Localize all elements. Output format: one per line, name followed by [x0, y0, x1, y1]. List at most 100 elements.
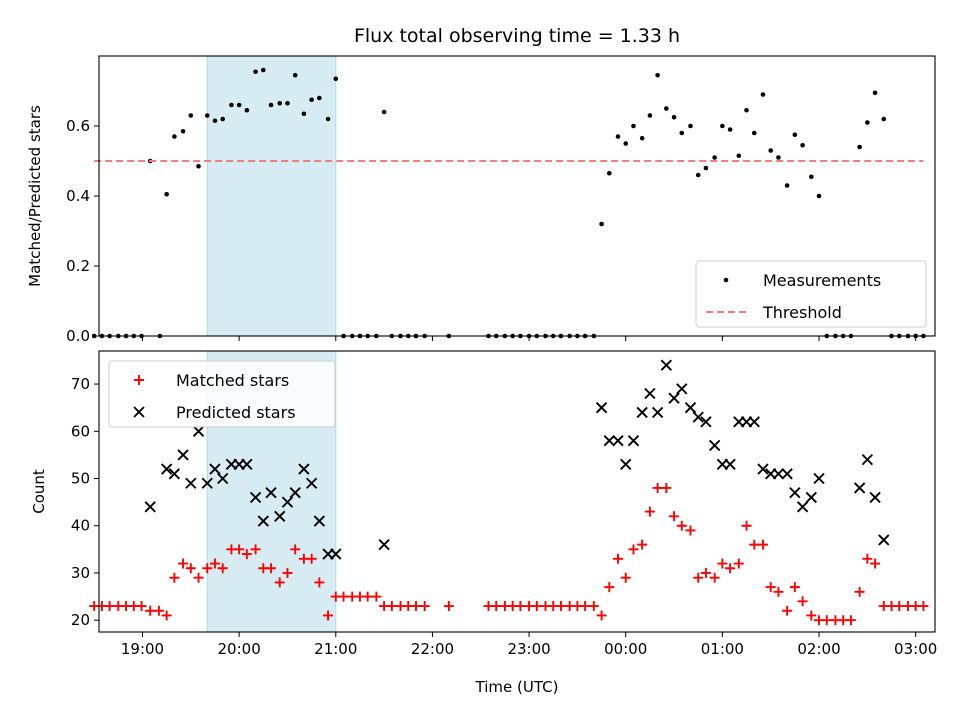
y-tick-label: 0.0: [66, 327, 90, 345]
data-point: [872, 90, 878, 96]
data-point: [676, 383, 688, 395]
data-point: [301, 111, 307, 117]
x-tick-label: 01:00: [701, 640, 744, 658]
data-point: [266, 563, 277, 574]
panel-counts: 19:00 20:00 21:00 22:00 23:00 00:00 01:00 02:00…: [30, 350, 937, 658]
data-point: [703, 165, 709, 171]
y-axis-label: Count: [30, 469, 48, 514]
data-point: [196, 163, 201, 169]
data-point: [692, 411, 704, 423]
data-point: [671, 114, 677, 120]
x-tick-label: 19:00: [121, 640, 164, 658]
data-point: [620, 458, 632, 471]
data-point: [381, 109, 387, 115]
series-bottom-1: [144, 359, 890, 560]
legend-marker: [134, 375, 144, 385]
data-point: [217, 472, 229, 485]
data-point: [277, 100, 283, 106]
series-top-0: [91, 67, 926, 339]
data-point: [797, 596, 808, 607]
data-point: [188, 113, 194, 118]
data-point: [180, 128, 186, 134]
data-point: [274, 510, 286, 522]
y-tick-label: 70: [71, 375, 90, 393]
data-point: [333, 76, 339, 82]
data-point: [192, 425, 205, 437]
data-point: [708, 439, 721, 452]
data-point: [918, 601, 929, 612]
x-tick-label: 02:00: [797, 640, 840, 658]
data-point: [725, 563, 736, 574]
data-point: [757, 539, 768, 550]
data-point: [236, 102, 242, 108]
legend-marker: [723, 277, 729, 283]
data-point: [644, 387, 656, 400]
data-point: [623, 141, 629, 146]
data-point: [531, 601, 542, 612]
data-point: [604, 582, 615, 593]
data-point: [637, 539, 648, 550]
data-point: [217, 563, 228, 574]
data-point: [776, 155, 781, 160]
data-point: [309, 97, 314, 103]
data-point: [853, 482, 866, 494]
data-point: [281, 496, 294, 508]
data-point: [813, 472, 825, 485]
data-point: [709, 572, 720, 583]
x-tick-label: 20:00: [218, 640, 261, 658]
y-tick-label: 40: [71, 517, 90, 535]
data-point: [854, 586, 865, 597]
data-point: [253, 69, 258, 75]
data-point: [652, 482, 663, 493]
data-point: [555, 601, 566, 612]
data-point: [894, 601, 905, 612]
data-point: [661, 482, 672, 493]
data-point: [636, 406, 648, 419]
data-point: [325, 116, 331, 122]
data-point: [595, 402, 608, 414]
series-bottom-0: [89, 482, 929, 626]
data-point: [588, 601, 599, 612]
data-point: [306, 553, 317, 564]
legend-top: Measurements Threshold: [695, 260, 927, 328]
data-point: [443, 601, 454, 612]
legend-label: Measurements: [763, 271, 881, 290]
data-point: [160, 463, 173, 475]
data-point: [305, 477, 318, 489]
data-point: [209, 463, 221, 475]
panel-ratio: 0.0 0.2 0.4 0.6 Matched/Predicted stars Measu…: [26, 55, 936, 345]
data-point: [733, 558, 744, 569]
data-point: [411, 601, 422, 612]
data-point: [869, 491, 881, 504]
y-tick-label: 0.6: [66, 117, 90, 135]
data-point: [789, 487, 801, 499]
data-point: [491, 601, 502, 612]
data-point: [749, 539, 760, 550]
data-point: [782, 605, 793, 616]
data-point: [655, 72, 660, 78]
data-point: [164, 191, 169, 197]
legend-label: Predicted stars: [176, 403, 296, 422]
x-tick-label: 03:00: [894, 640, 937, 658]
data-point: [268, 102, 274, 108]
data-point: [792, 132, 798, 138]
data-point: [193, 572, 204, 583]
data-point: [265, 487, 277, 499]
data-point: [606, 170, 612, 176]
data-point: [741, 520, 752, 531]
x-tick-label: 21:00: [314, 640, 357, 658]
data-point: [290, 544, 301, 555]
data-point: [229, 102, 234, 108]
data-point: [515, 601, 526, 612]
legend-marker: [133, 406, 145, 418]
data-point: [241, 549, 252, 560]
data-point: [784, 183, 790, 188]
data-point: [274, 577, 285, 588]
data-point: [772, 468, 785, 480]
data-point: [628, 544, 639, 555]
data-point: [685, 525, 696, 536]
data-point: [627, 435, 640, 447]
data-point: [865, 120, 870, 125]
data-point: [289, 487, 301, 499]
legend-box: [695, 260, 927, 328]
